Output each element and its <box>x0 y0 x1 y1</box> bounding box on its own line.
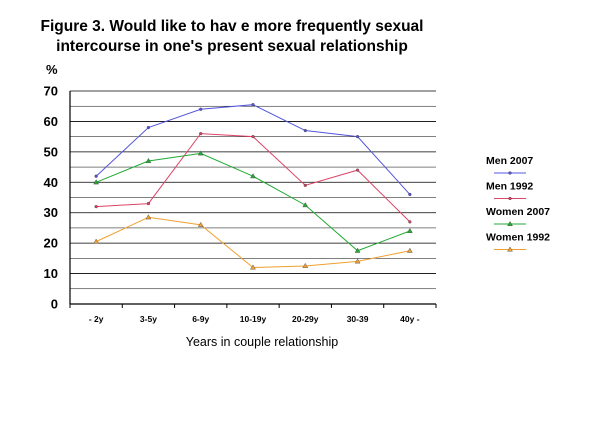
chart-title-line-2: intercourse in one's present sexual rela… <box>56 38 408 55</box>
data-point <box>407 247 413 253</box>
series-men-1992 <box>94 132 412 224</box>
y-tick-label: 30 <box>44 205 58 220</box>
data-point <box>407 227 413 233</box>
series-line <box>95 104 411 195</box>
y-tick-labels: 0 10 20 30 40 50 60 70 <box>44 84 58 312</box>
x-tick-label: 10-19y <box>240 314 267 324</box>
data-point <box>93 179 99 185</box>
y-tick-label: 70 <box>44 84 58 99</box>
series-women-1992 <box>93 214 413 270</box>
series-lines <box>93 103 413 270</box>
data-point <box>251 135 255 139</box>
data-point <box>303 128 307 133</box>
data-point <box>94 174 98 178</box>
data-point <box>354 258 361 264</box>
data-point <box>508 196 512 201</box>
legend-label: Men 2007 <box>486 155 533 167</box>
series-line <box>95 216 410 268</box>
data-point <box>354 247 361 253</box>
axes <box>69 91 437 308</box>
data-point <box>197 150 204 156</box>
y-tick-label: 10 <box>44 266 58 281</box>
series-line <box>95 152 411 252</box>
data-point <box>408 220 412 224</box>
y-tick-label: 50 <box>44 144 58 159</box>
legend-item: Women 1992 <box>486 232 550 252</box>
data-point <box>302 202 309 208</box>
y-axis-unit-label: % <box>46 62 58 77</box>
data-point <box>145 157 152 163</box>
data-point <box>355 168 360 172</box>
data-point <box>145 214 152 220</box>
data-point <box>250 173 256 179</box>
y-tick-label: 40 <box>44 175 58 190</box>
legend: Men 2007 Men 1992 Women 2007 Women 1992 <box>486 155 550 252</box>
data-point <box>507 246 513 252</box>
data-point <box>355 135 360 139</box>
data-point <box>302 262 309 268</box>
data-point <box>408 192 412 197</box>
legend-label: Women 1992 <box>486 232 550 244</box>
data-point <box>199 132 203 136</box>
x-tick-label: 20-29y <box>292 314 319 324</box>
series-women-2007 <box>93 150 413 253</box>
data-point <box>94 205 98 209</box>
legend-item: Women 2007 <box>486 206 550 227</box>
data-point <box>508 171 512 175</box>
gridlines <box>70 90 436 305</box>
y-tick-label: 20 <box>44 236 58 251</box>
x-tick-label: 30-39 <box>347 314 369 324</box>
data-point <box>303 183 307 187</box>
data-point <box>146 125 151 130</box>
x-tick-label: 3-5y <box>140 314 157 324</box>
data-point <box>197 221 204 227</box>
legend-item: Men 2007 <box>486 155 533 175</box>
legend-item: Men 1992 <box>486 181 533 201</box>
data-point <box>93 238 99 244</box>
data-point <box>251 103 255 107</box>
legend-label: Men 1992 <box>486 181 533 193</box>
x-tick-label: 40y - <box>400 314 420 324</box>
data-point <box>507 220 513 227</box>
y-tick-label: 0 <box>51 297 58 312</box>
data-point <box>146 201 151 206</box>
series-men-2007 <box>94 103 412 197</box>
x-tick-label: 6-9y <box>192 314 209 324</box>
chart-title-line-1: Figure 3. Would like to hav e more frequ… <box>40 18 423 35</box>
x-tick-label: - 2y <box>89 314 104 324</box>
x-axis-label: Years in couple relationship <box>186 335 338 349</box>
y-tick-label: 60 <box>44 114 58 129</box>
legend-label: Women 2007 <box>486 206 550 218</box>
x-tick-labels: - 2y 3-5y 6-9y 10-19y 20-29y 30-39 40y - <box>89 314 420 324</box>
data-point <box>199 107 203 111</box>
data-point <box>250 264 256 270</box>
